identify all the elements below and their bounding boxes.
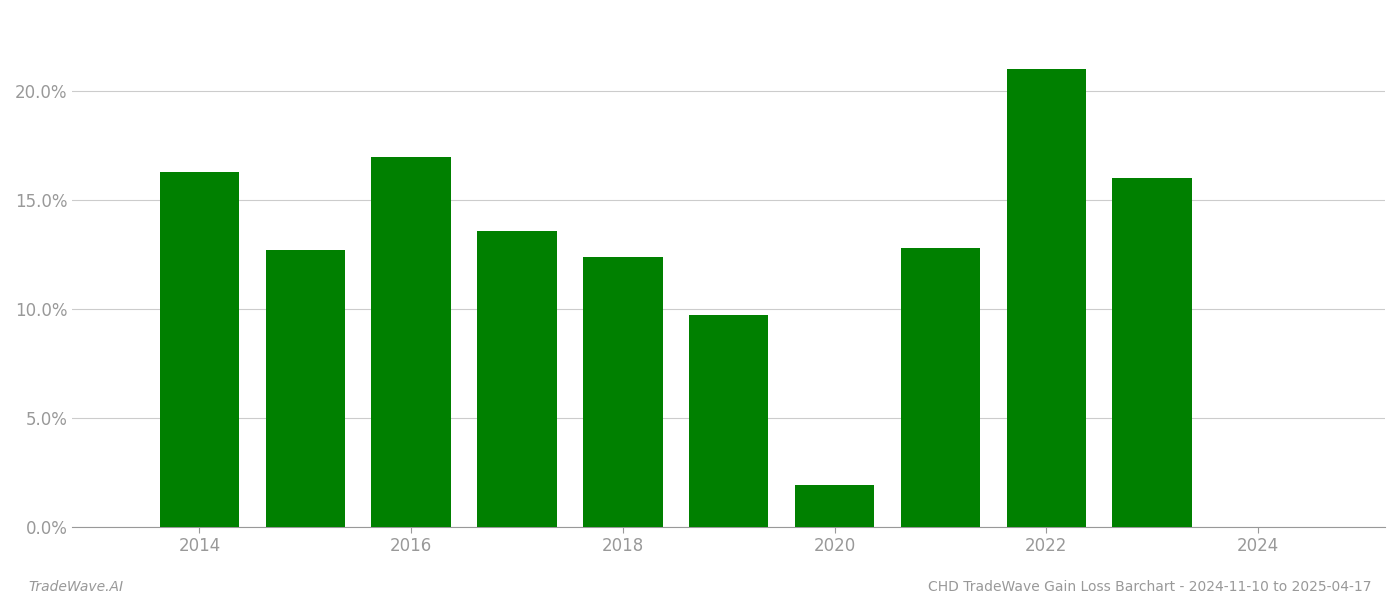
Bar xyxy=(266,250,344,527)
Bar xyxy=(371,157,451,527)
Bar xyxy=(795,485,874,527)
Bar xyxy=(1113,178,1191,527)
Bar xyxy=(900,248,980,527)
Text: TradeWave.AI: TradeWave.AI xyxy=(28,580,123,594)
Text: CHD TradeWave Gain Loss Barchart - 2024-11-10 to 2025-04-17: CHD TradeWave Gain Loss Barchart - 2024-… xyxy=(928,580,1372,594)
Bar xyxy=(160,172,239,527)
Bar xyxy=(584,257,662,527)
Bar xyxy=(477,230,557,527)
Bar xyxy=(689,316,769,527)
Bar xyxy=(1007,70,1086,527)
